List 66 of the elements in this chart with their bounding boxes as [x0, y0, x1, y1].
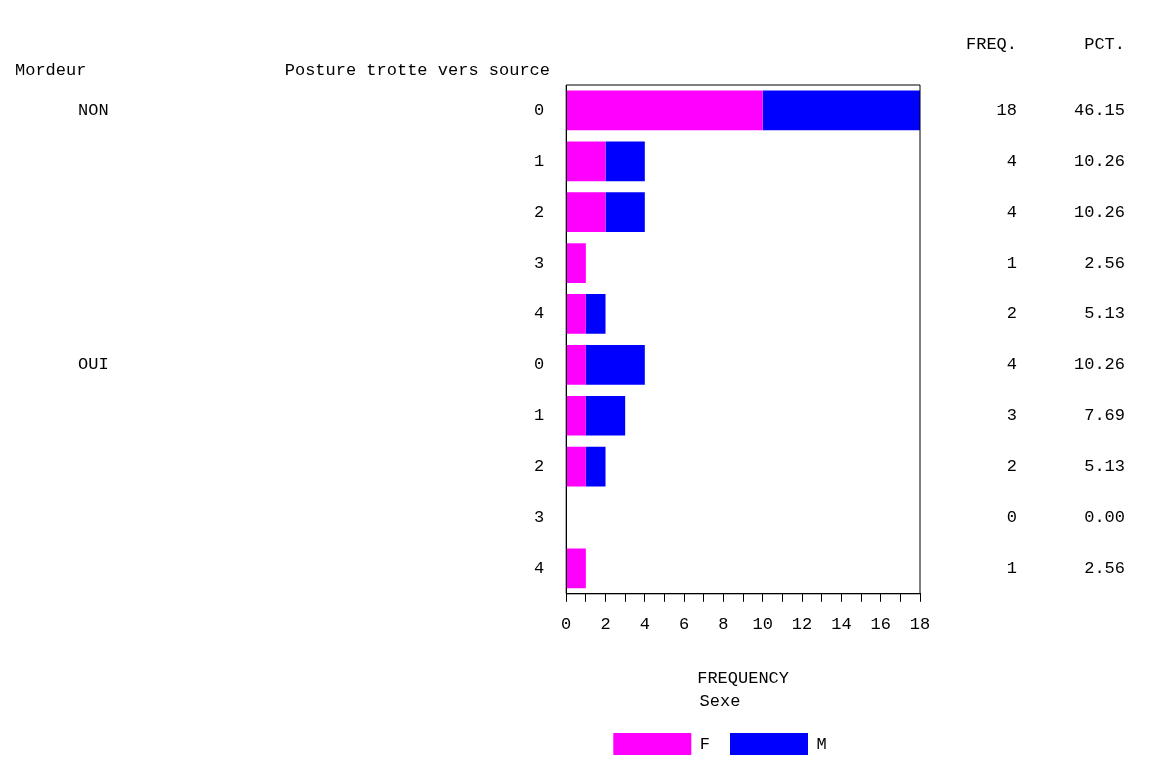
- text: 3: [1006, 406, 1017, 426]
- y-tick-label: 4: [534, 558, 545, 578]
- text: 10.26: [1073, 202, 1125, 222]
- text: 5.13: [1084, 304, 1125, 324]
- text: NON: [78, 100, 109, 120]
- text: 1: [1006, 558, 1017, 578]
- x-tick-label: 2: [600, 614, 611, 634]
- text: 0.00: [1084, 507, 1125, 527]
- text: 7.69: [1084, 406, 1125, 426]
- text: 4: [1006, 151, 1017, 171]
- bar: [585, 446, 606, 487]
- legend-label: M: [816, 734, 827, 754]
- bar: [566, 192, 606, 233]
- x-tick-label: 14: [831, 614, 852, 634]
- y-tick-label: 2: [534, 457, 545, 477]
- y-tick-label: 3: [534, 507, 545, 527]
- y-tick-label: 1: [534, 406, 545, 426]
- x-tick-label: 6: [679, 614, 690, 634]
- text: OUI: [78, 355, 109, 375]
- text: 4: [1006, 355, 1017, 375]
- x-tick-label: 8: [718, 614, 729, 634]
- bar: [605, 141, 645, 182]
- bar: [566, 446, 586, 487]
- text: FREQ.: [965, 34, 1017, 54]
- text: 10.26: [1073, 151, 1125, 171]
- bar: [566, 90, 763, 131]
- y-tick-label: 0: [534, 100, 545, 120]
- text: 18: [996, 100, 1017, 120]
- x-tick-label: 12: [791, 614, 813, 634]
- bar: [566, 395, 586, 436]
- y-tick-label: 0: [534, 355, 545, 375]
- text: 4: [1006, 202, 1017, 222]
- text: 10.26: [1073, 355, 1125, 375]
- x-tick-label: 4: [639, 614, 650, 634]
- text: 46.15: [1073, 100, 1125, 120]
- bar: [566, 294, 586, 334]
- text: PCT.: [1084, 34, 1125, 54]
- text: Mordeur: [15, 60, 87, 80]
- y-tick-label: 4: [534, 304, 545, 324]
- bar: [585, 395, 626, 436]
- bar: [566, 243, 586, 283]
- legend-title: Sexe: [699, 691, 741, 711]
- y-tick-label: 3: [534, 253, 545, 273]
- text: Posture trotte vers source: [284, 60, 550, 80]
- text: 2.56: [1084, 558, 1125, 578]
- y-tick-label: 2: [534, 202, 545, 222]
- x-tick-label: 0: [561, 614, 572, 634]
- text: 2: [1006, 304, 1017, 324]
- bar: [605, 192, 645, 233]
- bar: [585, 345, 645, 385]
- text: 5.13: [1084, 457, 1125, 477]
- x-axis-title: FREQUENCY: [697, 668, 790, 688]
- x-tick-label: 18: [909, 614, 931, 634]
- text: 2.56: [1084, 253, 1125, 273]
- bar: [566, 141, 606, 182]
- legend-label: F: [699, 734, 710, 754]
- bar: [566, 345, 586, 385]
- x-tick-label: 10: [752, 614, 773, 634]
- x-tick-label: 16: [870, 614, 891, 634]
- bar: [762, 90, 920, 131]
- bar: [585, 294, 606, 334]
- text: 2: [1006, 457, 1017, 477]
- bar: [566, 548, 586, 589]
- y-tick-label: 1: [534, 151, 545, 171]
- text: 0: [1006, 507, 1017, 527]
- text: 1: [1006, 253, 1017, 273]
